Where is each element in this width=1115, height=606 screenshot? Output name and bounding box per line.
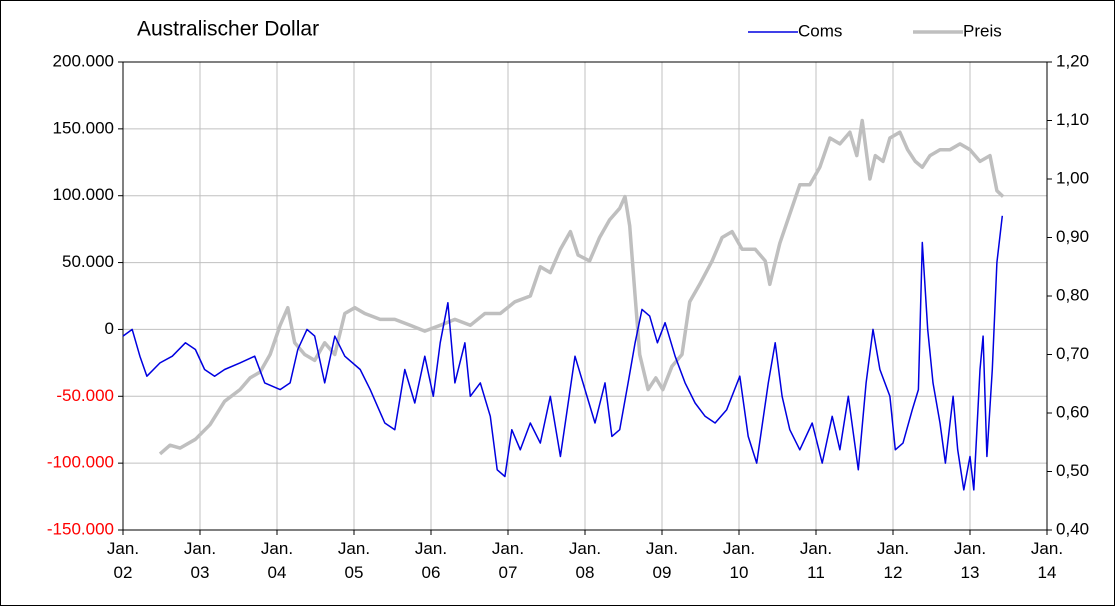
- y2-tick-label: 1,00: [1056, 168, 1089, 187]
- y2-tick-label: 0,80: [1056, 285, 1089, 304]
- y-tick-label: -100.000: [47, 453, 114, 472]
- legend-label: Coms: [798, 21, 842, 40]
- y2-tick-label: 0,40: [1056, 519, 1089, 538]
- x-tick-label: Jan. 13: [954, 539, 986, 582]
- x-tick-label: Jan. 09: [646, 539, 678, 582]
- x-tick-label: Jan. 14: [1031, 539, 1063, 582]
- y-tick-label: 100.000: [53, 185, 114, 204]
- y-tick-label: 150.000: [53, 118, 114, 137]
- y2-tick-label: 0,70: [1056, 344, 1089, 363]
- y2-tick-label: 1,10: [1056, 110, 1089, 129]
- x-tick-label: Jan. 06: [415, 539, 447, 582]
- x-tick-label: Jan. 02: [107, 539, 139, 582]
- line-coms: [122, 215, 1004, 491]
- y2-tick-label: 0,90: [1056, 227, 1089, 246]
- x-tick-label: Jan. 04: [261, 539, 293, 582]
- y2-tick-label: 1,20: [1056, 51, 1089, 70]
- x-tick-label: Jan. 05: [338, 539, 370, 582]
- x-tick-label: Jan. 08: [569, 539, 601, 582]
- y-tick-label: 50.000: [62, 252, 114, 271]
- y-tick-label: 0: [105, 319, 114, 338]
- y-tick-label: -50.000: [56, 386, 114, 405]
- x-tick-label: Jan. 11: [800, 539, 832, 582]
- x-tick-label: Jan. 12: [877, 539, 909, 582]
- x-tick-label: Jan. 03: [184, 539, 216, 582]
- y-tick-label: 200.000: [53, 51, 114, 70]
- plot-frame: [122, 61, 1048, 531]
- y2-tick-label: 0,50: [1056, 461, 1089, 480]
- chart-title: Australischer Dollar: [137, 18, 319, 41]
- x-tick-label: Jan. 07: [492, 539, 524, 582]
- line-preis: [158, 118, 1005, 456]
- legend-label: Preis: [963, 21, 1002, 40]
- y2-tick-label: 0,60: [1056, 402, 1089, 421]
- x-tick-label: Jan. 10: [723, 539, 755, 582]
- y-tick-label: -150.000: [47, 519, 114, 538]
